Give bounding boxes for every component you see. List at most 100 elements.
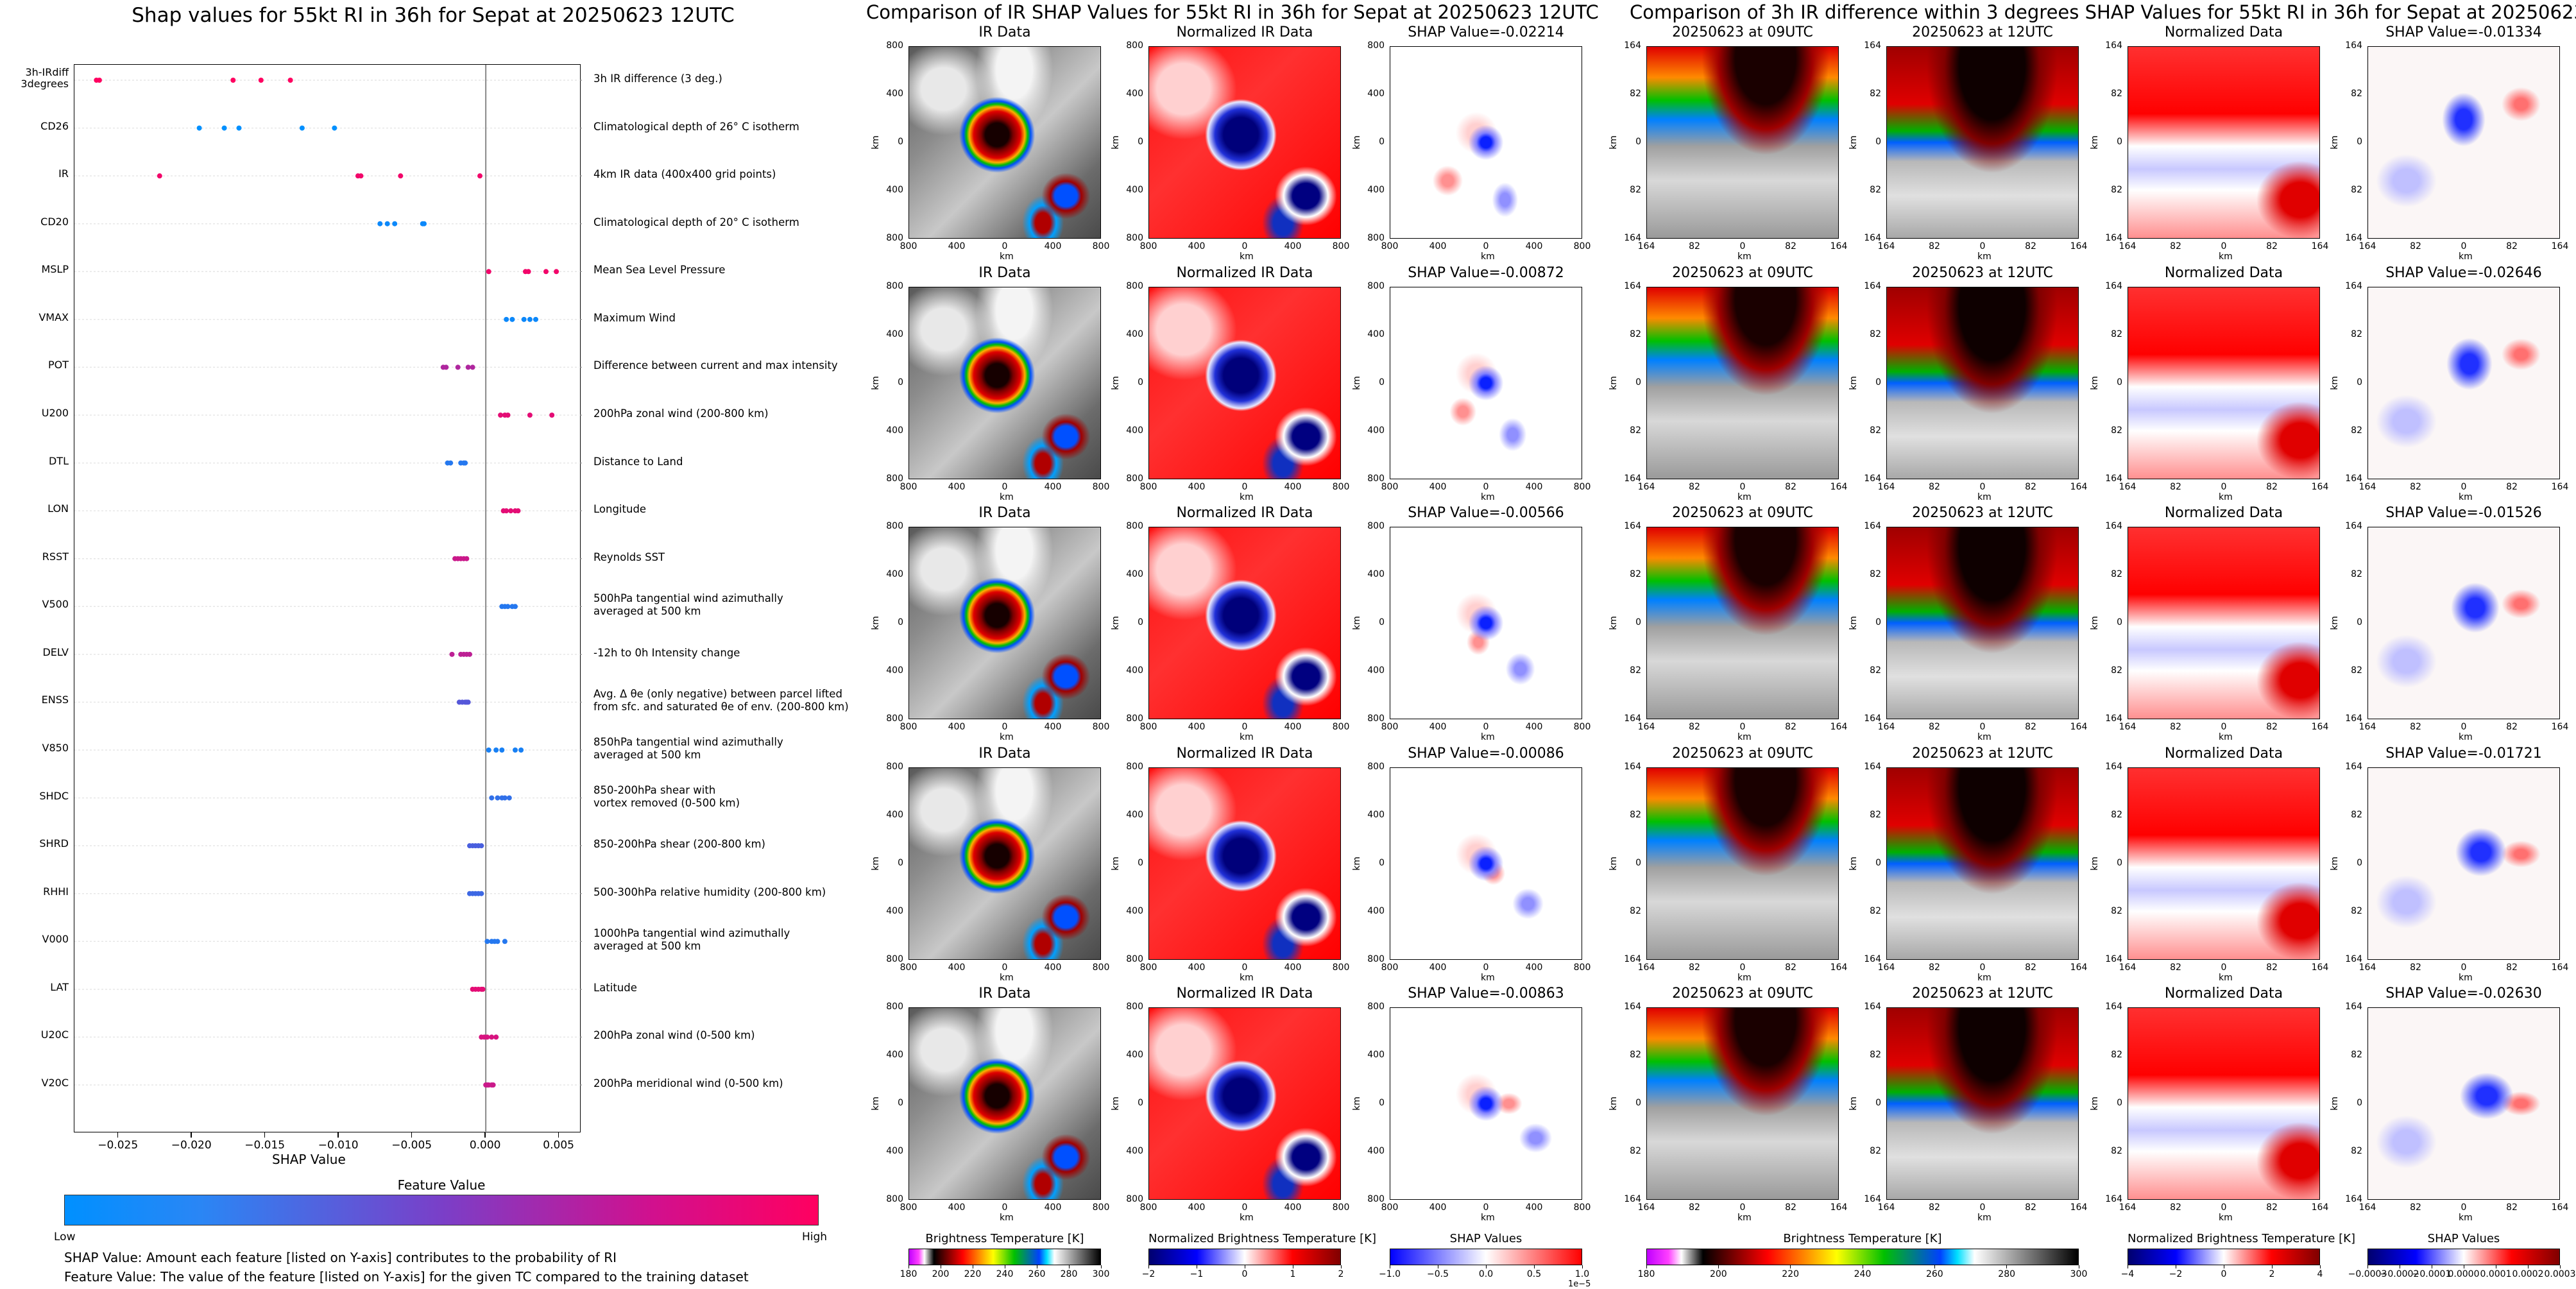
y-tick-label: 164 (2345, 762, 2362, 772)
x-tick-label: 400 (1429, 962, 1447, 973)
panel-image (1390, 287, 1582, 479)
x-tick-label: 82 (2025, 1202, 2036, 1213)
x-axis-label: km (1977, 492, 1992, 502)
x-tick-label: 164 (2358, 482, 2376, 492)
y-tick-label: 164 (1864, 954, 1881, 964)
shap-point (398, 173, 404, 179)
x-tick-label: 0 (1241, 722, 1248, 732)
x-tick-label: 82 (2410, 962, 2421, 973)
x-tick-label: 82 (2025, 482, 2036, 492)
feature-label: U200 (41, 407, 69, 419)
colorbar-tick-label: 240 (1854, 1269, 1872, 1279)
y-tick-label: 800 (1367, 233, 1385, 243)
shap-point (196, 125, 202, 131)
y-tick-label: 800 (1367, 1002, 1385, 1012)
diff-shap-colorbar (2367, 1249, 2560, 1265)
x-tick-label: 164 (2311, 482, 2329, 492)
x-tick-label: 82 (2025, 722, 2036, 732)
shap-scatter-svg (74, 65, 581, 1133)
x-axis-label: km (1000, 973, 1014, 983)
y-tick-label: 164 (1864, 233, 1881, 243)
x-tick-label: 0 (1979, 962, 1986, 973)
x-tick-label: 400 (1525, 962, 1543, 973)
y-tick-label: 164 (1864, 40, 1881, 51)
x-tick-label: 0 (1739, 962, 1746, 973)
x-tick-label: 82 (2410, 722, 2421, 732)
x-tick-label: 164 (2358, 1202, 2376, 1213)
x-tick-label: 800 (1332, 722, 1350, 732)
y-axis-label: km (2329, 376, 2340, 390)
x-tick-label: 0 (1979, 241, 1986, 252)
x-tick-label: 800 (1573, 482, 1591, 492)
y-tick-label: 164 (2345, 954, 2362, 964)
y-tick-label: 400 (886, 569, 903, 579)
y-tick-label: 400 (1367, 1050, 1385, 1060)
y-tick-label: 800 (1367, 40, 1385, 51)
y-tick-label: 82 (2351, 1146, 2362, 1156)
x-axis-label: km (2219, 1213, 2233, 1223)
y-tick-label: 82 (1870, 89, 1881, 99)
x-tick-label: 0 (2221, 1202, 2227, 1213)
x-tick-label: 0 (1979, 1202, 1986, 1213)
x-axis-label: km (1000, 732, 1014, 742)
x-axis-label: SHAP Value (271, 1152, 346, 1167)
x-tick-label: 0 (1483, 241, 1489, 252)
y-axis-label: km (1608, 135, 1619, 149)
x-tick-label: 0 (1002, 482, 1008, 492)
y-tick-label: 82 (2111, 1146, 2122, 1156)
y-tick-label: 164 (2105, 281, 2122, 291)
shap-point (505, 604, 511, 610)
x-axis-label: km (1737, 973, 1752, 983)
x-tick-label: 400 (1525, 482, 1543, 492)
x-tick-label: 82 (2410, 241, 2421, 252)
feature-label: 3h-IRdiff 3degrees (21, 66, 69, 90)
shap-point (332, 125, 337, 131)
x-tick-label: 82 (1689, 241, 1700, 252)
feature-description: Distance to Land (593, 455, 683, 468)
x-tick-label: 164 (2311, 241, 2329, 252)
y-tick-label: 0 (1379, 617, 1385, 627)
panel-image (1646, 527, 1839, 719)
shap-point (484, 939, 490, 944)
shap-point (377, 221, 383, 226)
x-axis-label: km (1000, 492, 1014, 502)
panel-title: 20250623 at 09UTC (1672, 986, 1813, 1002)
y-tick-label: 800 (1367, 954, 1385, 964)
x-tick-label: 164 (2119, 241, 2137, 252)
x-tick-label: −0.010 (318, 1139, 359, 1152)
y-tick-label: 800 (1126, 954, 1143, 964)
x-tick-label: 82 (1929, 482, 1940, 492)
colorbar-tick (1582, 1265, 1583, 1268)
panel-image (1390, 46, 1582, 239)
panel-image (1646, 767, 1839, 960)
y-tick-label: 82 (1630, 1146, 1641, 1156)
feature-label: ENSS (41, 694, 69, 706)
shap-point (490, 1082, 496, 1088)
ir-data-panel: IR Data (908, 24, 1101, 239)
x-tick-label: 400 (948, 722, 966, 732)
colorbar-tick (2559, 1265, 2561, 1268)
x-tick-label: 800 (900, 722, 917, 732)
shap-point (422, 221, 427, 226)
panel-title: Normalized Data (2164, 986, 2283, 1002)
x-tick-label: 0 (1241, 962, 1248, 973)
feature-description: 1000hPa tangential wind azimuthally aver… (593, 927, 790, 953)
colorbar-tick-label: 2 (1338, 1269, 1344, 1279)
x-axis-label: km (1240, 492, 1254, 502)
feature-description: Latitude (593, 981, 637, 994)
y-axis-label: km (2329, 616, 2340, 630)
x-tick-label: 800 (900, 1202, 917, 1213)
panel-image (1148, 767, 1341, 960)
y-tick-label: 800 (1126, 1194, 1143, 1204)
x-tick-mark (191, 1132, 192, 1138)
y-tick-label: 800 (886, 762, 903, 772)
x-tick-label: 800 (1092, 722, 1110, 732)
feature-label: DTL (48, 454, 69, 467)
y-tick-label: 164 (2105, 954, 2122, 964)
x-tick-label: 800 (1381, 962, 1399, 973)
feature-description: 200hPa meridional wind (0-500 km) (593, 1077, 783, 1089)
shap-point (554, 269, 559, 275)
y-tick-label: 400 (886, 89, 903, 99)
ir-12utc-panel: 20250623 at 12UTC (1886, 24, 2079, 239)
panel-image (1390, 767, 1582, 960)
